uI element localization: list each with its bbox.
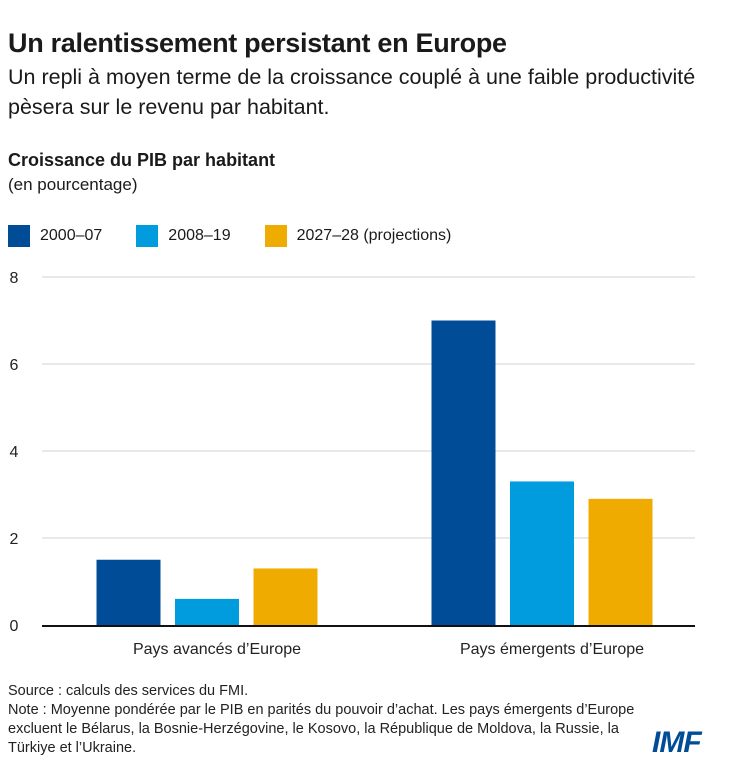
footnote: Note : Moyenne pondérée par le PIB en pa… [8,702,635,756]
legend-swatch [264,225,287,247]
legend-label: 2000–07 [40,227,103,244]
bar [510,481,574,625]
legend-swatch [136,225,159,247]
y-tick-label: 0 [10,618,19,635]
y-tick-label: 2 [10,531,19,548]
y-tick-label: 4 [10,444,19,461]
bar [96,559,161,625]
legend-item: 2008–19 [136,225,231,247]
legend-swatch [8,225,30,247]
legend: 2000–07 2008–19 2027–28 (projections) [8,225,485,247]
bar [253,568,318,625]
imf-logo: IMF [652,726,702,759]
bar [431,320,496,625]
bar [588,498,653,625]
chart-units: (en pourcentage) [8,175,138,194]
page-subtitle: Un repli à moyen terme de la croissance … [8,65,696,119]
legend-item: 2027–28 (projections) [264,225,452,247]
bar-chart: 0 2 4 6 8 Pays avancés d’Europe Pays émergents… [10,270,695,658]
notes: Source : calculs des services du FMI. No… [8,682,648,758]
legend-label: 2008–19 [168,227,231,244]
legend-item: 2000–07 [8,225,102,247]
y-tick-label: 8 [10,270,19,287]
page-title: Un ralentissement persistant en Europe [8,28,507,58]
x-tick-label: Pays avancés d’Europe [133,641,301,658]
chart-title: Croissance du PIB par habitant [8,150,276,170]
x-tick-label: Pays émergents d’Europe [460,641,644,658]
bar [175,598,239,625]
source-note: Source : calculs des services du FMI. [8,683,249,699]
y-tick-label: 6 [10,357,19,374]
legend-label: 2027–28 (projections) [296,227,452,244]
